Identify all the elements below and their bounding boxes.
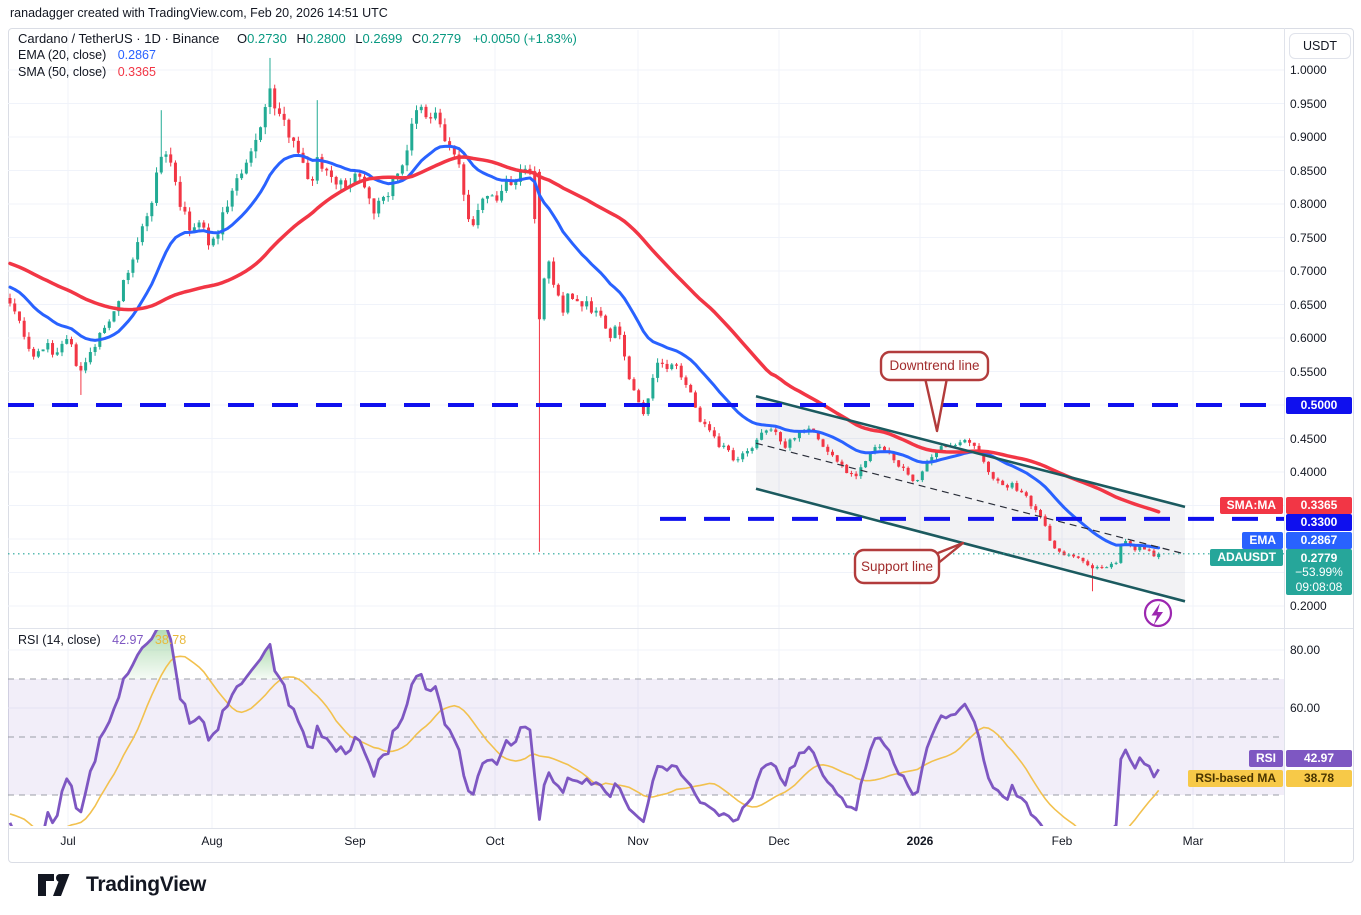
level-3300-label: 0.3300 xyxy=(1286,513,1352,531)
currency-button[interactable]: USDT xyxy=(1289,33,1351,59)
ema-price-tag: EMA xyxy=(1242,531,1283,549)
price-tick: 1.0000 xyxy=(1290,63,1327,77)
sma-price-value: 0.3365 xyxy=(1286,497,1352,514)
close-label: C xyxy=(411,31,422,46)
time-tick: Feb xyxy=(1051,834,1073,848)
price-tick: 0.4500 xyxy=(1290,431,1327,446)
attribution-text: ranadagger created with TradingView.com,… xyxy=(10,6,388,20)
change-value: +0.0050 (+1.83%) xyxy=(472,31,577,46)
low-label: L xyxy=(355,31,363,46)
rsi-scale-tag: RSI xyxy=(1248,749,1283,767)
time-tick: 2026 xyxy=(906,834,934,848)
pane-separator[interactable] xyxy=(8,628,1353,629)
open-value: 0.2730 xyxy=(247,31,287,46)
rsi-ma-value: 38.78 xyxy=(154,633,187,647)
bar-countdown: 09:08:08 xyxy=(1295,579,1343,594)
sma-price-tag: SMA:MA xyxy=(1219,497,1283,514)
symbol-last-price: 0.2779 xyxy=(1300,550,1338,565)
price-tick: 0.6500 xyxy=(1290,297,1327,312)
symbol-price-box: 0.2779 −53.99% 09:08:08 xyxy=(1286,548,1352,595)
time-tick: Aug xyxy=(201,834,223,848)
price-tick: 0.4000 xyxy=(1290,465,1327,479)
low-value: 0.2699 xyxy=(362,31,403,46)
time-tick: Jul xyxy=(60,834,76,848)
rsi-ma-scale-value: 38.78 xyxy=(1286,769,1352,787)
symbol-legend[interactable]: Cardano / TetherUS · 1D · Binance O0.273… xyxy=(18,31,577,46)
sma-value: 0.3365 xyxy=(117,65,156,79)
open-label: O xyxy=(237,31,248,46)
rsi-tick: 60.00 xyxy=(1290,701,1321,715)
rsi-ma-scale-tag: RSI-based MA xyxy=(1188,769,1283,787)
price-tick: 0.8000 xyxy=(1290,197,1327,211)
time-tick: Mar xyxy=(1182,834,1204,848)
close-value: 0.2779 xyxy=(421,31,462,46)
level-5000-label: 0.5000 xyxy=(1286,396,1352,414)
price-tick: 0.5500 xyxy=(1290,364,1327,379)
symbol-title[interactable]: Cardano / TetherUS · 1D · Binance xyxy=(18,31,220,46)
rsi-tick: 80.00 xyxy=(1290,643,1321,657)
ema-value: 0.2867 xyxy=(117,48,156,62)
support-callout[interactable]: Support line xyxy=(860,559,934,574)
tradingview-logo-text: TradingView xyxy=(86,873,207,896)
price-tick: 0.9000 xyxy=(1290,130,1327,144)
price-tick: 0.8500 xyxy=(1290,163,1327,178)
time-tick: Oct xyxy=(485,834,505,848)
price-tick: 0.7500 xyxy=(1290,230,1327,245)
price-axis-separator[interactable] xyxy=(1284,28,1285,862)
sma-label: SMA (50, close) xyxy=(18,65,107,79)
chart-frame xyxy=(8,28,1354,863)
time-tick: Sep xyxy=(344,834,366,848)
ema-label: EMA (20, close) xyxy=(18,48,107,62)
sma-legend[interactable]: SMA (50, close) 0.3365 xyxy=(18,65,156,79)
rsi-label: RSI (14, close) xyxy=(18,633,101,647)
time-axis-separator[interactable] xyxy=(8,828,1353,829)
time-tick: Nov xyxy=(627,834,649,848)
price-tick: 0.6000 xyxy=(1290,331,1327,345)
time-tick: Dec xyxy=(768,834,790,848)
price-tick: 0.9500 xyxy=(1290,96,1327,111)
rsi-legend[interactable]: RSI (14, close) 42.97 38.78 xyxy=(18,633,186,647)
ema-legend[interactable]: EMA (20, close) 0.2867 xyxy=(18,48,156,62)
price-tick: 0.7000 xyxy=(1290,264,1327,278)
symbol-change-pct: −53.99% xyxy=(1295,565,1343,579)
price-tick: 0.2000 xyxy=(1290,599,1327,613)
symbol-price-tag: ADAUSDT xyxy=(1210,548,1283,566)
downtrend-callout[interactable]: Downtrend line xyxy=(889,358,980,373)
high-label: H xyxy=(296,31,306,46)
tradingview-logo[interactable]: TradingView xyxy=(36,870,206,900)
ema-price-value: 0.2867 xyxy=(1286,531,1352,549)
high-value: 0.2800 xyxy=(305,31,346,46)
tradingview-logo-icon xyxy=(38,874,70,896)
rsi-scale-value: 42.97 xyxy=(1286,749,1352,767)
rsi-value: 42.97 xyxy=(112,633,144,647)
